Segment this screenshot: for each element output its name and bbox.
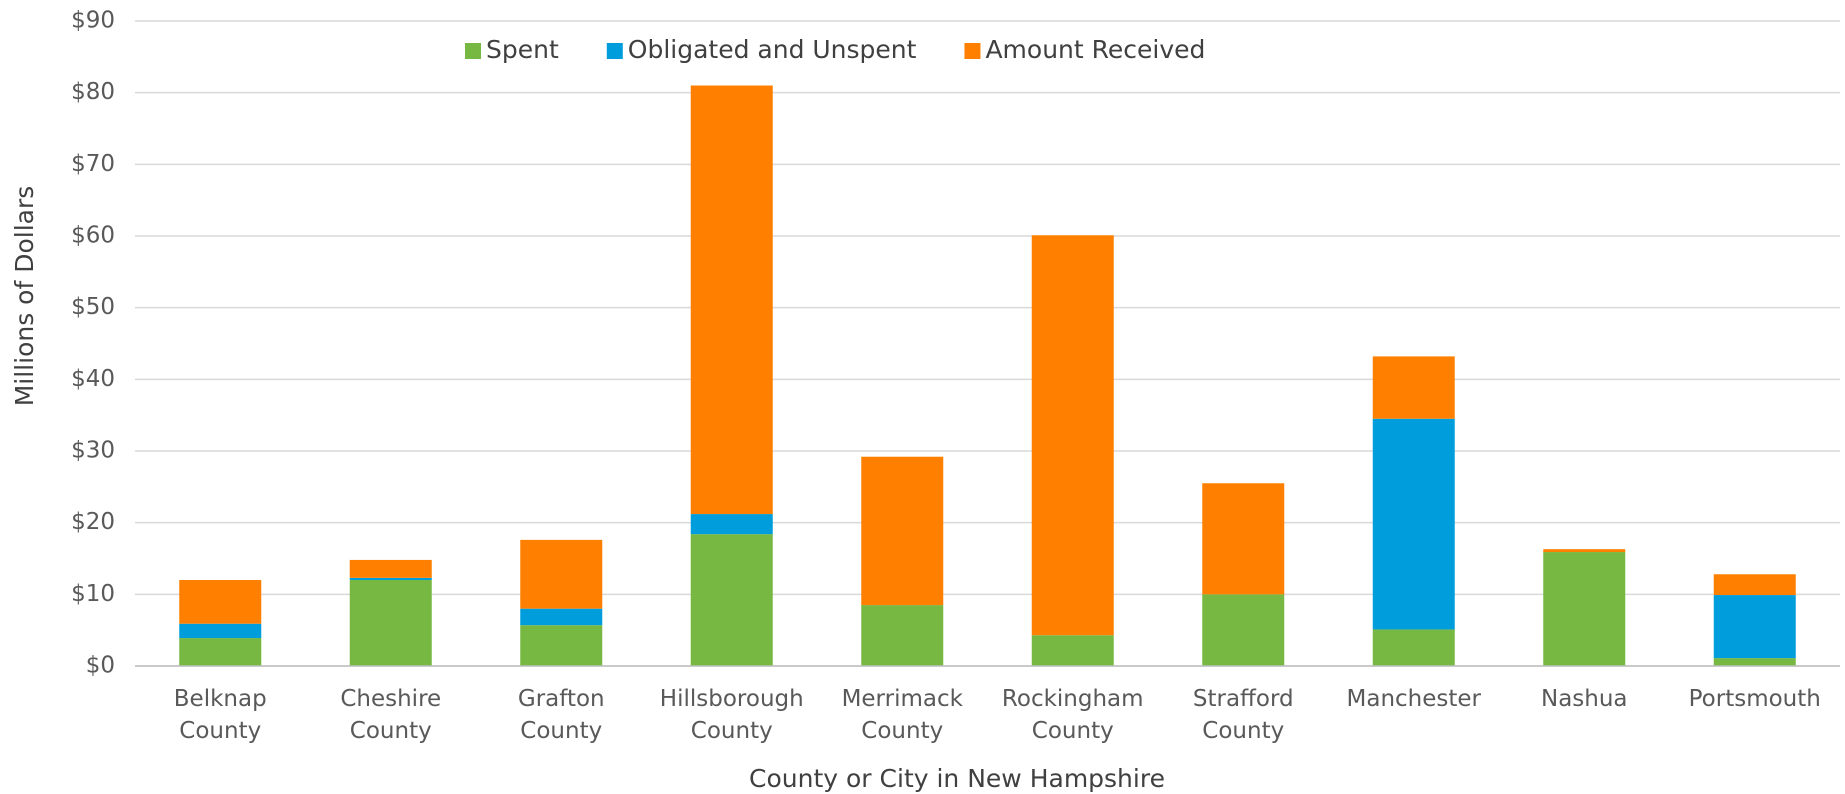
- y-tick-label: $0: [86, 653, 115, 679]
- bar-segment: [520, 608, 603, 626]
- legend-swatch: [964, 43, 981, 59]
- bar-segment: [349, 580, 432, 666]
- x-tick-label: Portsmouth: [1689, 686, 1821, 712]
- bar-segment: [1202, 483, 1285, 595]
- bar-segment: [349, 577, 432, 580]
- bar-segment: [520, 625, 603, 666]
- y-tick-label: $90: [71, 8, 115, 34]
- x-tick-label: Strafford County: [1193, 686, 1294, 744]
- legend-label: Obligated and Unspent: [628, 35, 917, 64]
- bar-segment: [520, 539, 603, 609]
- y-tick-label: $30: [71, 438, 115, 464]
- bar-segment: [179, 580, 262, 624]
- bar-segment: [1543, 552, 1626, 666]
- x-tick-label: Belknap County: [174, 686, 267, 744]
- y-tick-label: $10: [71, 581, 115, 607]
- bar-segment: [1031, 635, 1114, 666]
- y-tick-label: $70: [71, 151, 115, 177]
- x-tick-label: Cheshire County: [340, 686, 441, 744]
- x-tick-label: Merrimack County: [842, 686, 964, 744]
- bar-segment: [179, 623, 262, 639]
- bar-segment: [1372, 356, 1455, 419]
- bar-segment: [349, 559, 432, 578]
- bar-segment: [861, 456, 944, 606]
- bar-segment: [1543, 549, 1626, 553]
- y-tick-label: $80: [71, 79, 115, 105]
- bar-segment: [1202, 594, 1285, 666]
- legend-label: Spent: [486, 35, 559, 64]
- bar-segment: [690, 514, 773, 535]
- x-tick-label: Hillsborough County: [660, 686, 804, 744]
- y-tick-label: $60: [71, 223, 115, 249]
- x-tick-label: Manchester: [1347, 686, 1482, 712]
- bar-segment: [1713, 658, 1796, 666]
- y-tick-label: $20: [71, 509, 115, 535]
- legend-label: Amount Received: [985, 35, 1205, 64]
- legend-swatch: [606, 43, 623, 59]
- x-tick-label: Rockingham County: [1002, 686, 1144, 744]
- y-tick-label: $40: [71, 366, 115, 392]
- bar-segment: [690, 85, 773, 515]
- bar-segment: [861, 605, 944, 666]
- bar-segment: [1372, 629, 1455, 666]
- bar-segment: [1372, 418, 1455, 630]
- bar-segment: [1713, 574, 1796, 596]
- bar-segment: [1713, 595, 1796, 659]
- x-axis-title: County or City in New Hampshire: [749, 764, 1165, 793]
- legend-swatch: [465, 43, 481, 59]
- y-tick-label: $50: [71, 294, 115, 320]
- bar-segment: [690, 534, 773, 666]
- bar-segment: [179, 638, 262, 666]
- y-axis-title: Millions of Dollars: [10, 186, 39, 407]
- x-tick-label: Grafton County: [518, 686, 605, 744]
- x-tick-label: Nashua: [1541, 686, 1628, 712]
- bar-segment: [1031, 235, 1114, 636]
